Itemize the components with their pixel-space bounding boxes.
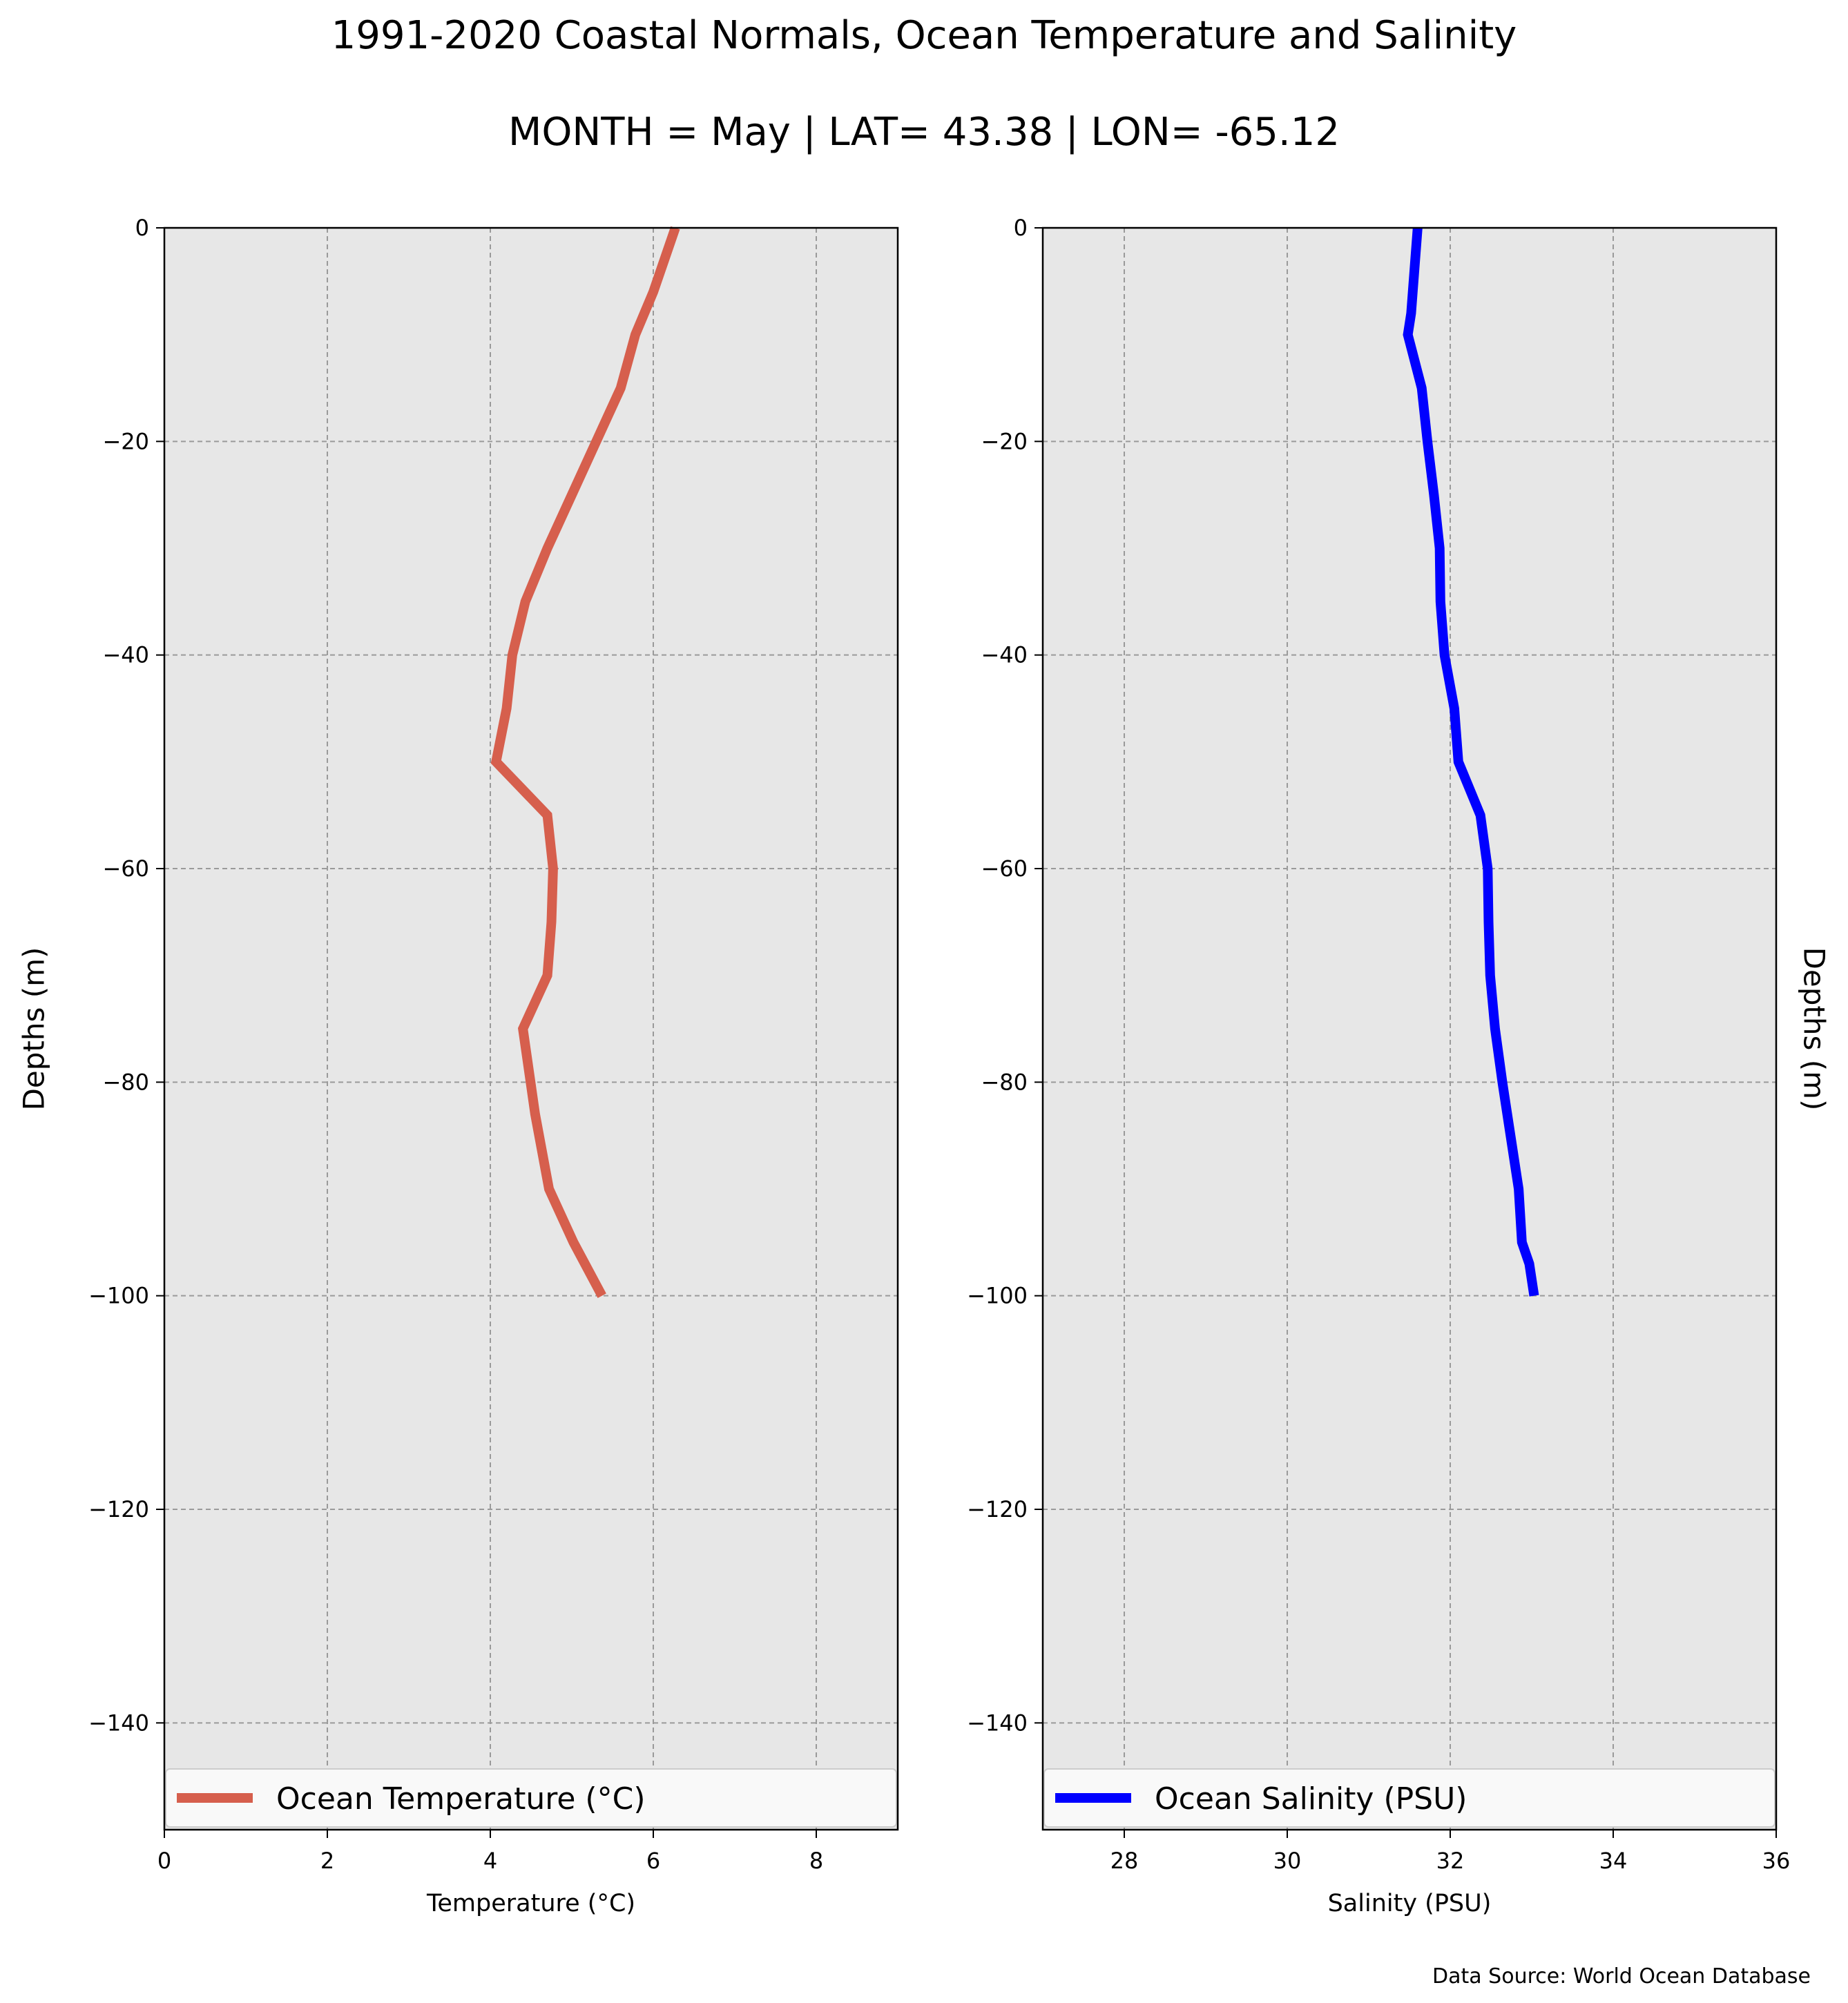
source-note: Data Source: World Ocean Database [1432,1964,1811,1989]
y-axis-label: Depths (m) [1798,947,1831,1111]
y-tick-label: −20 [102,428,149,454]
y-tick-label: 0 [135,215,149,241]
y-tick-label: −140 [88,1710,149,1736]
x-tick-label: 30 [1273,1848,1302,1874]
y-tick-label: −120 [88,1496,149,1522]
y-tick-label: −120 [967,1496,1028,1522]
legend-box [165,1768,897,1828]
x-tick-label: 36 [1762,1848,1791,1874]
x-tick-label: 28 [1110,1848,1139,1874]
axes-frame [163,226,899,1831]
x-axis-label: Salinity (PSU) [1328,1890,1492,1917]
x-tick-label: 8 [809,1848,823,1874]
y-tick-label: −40 [981,642,1028,668]
y-tick-label: −20 [981,428,1028,454]
y-tick-label: −100 [967,1283,1028,1309]
legend-box [1043,1768,1775,1828]
y-tick-label: −100 [88,1283,149,1309]
y-tick-label: −60 [102,855,149,882]
x-tick-label: 0 [157,1848,171,1874]
legend-label: Ocean Temperature (°C) [276,1781,646,1817]
x-tick-label: 34 [1599,1848,1628,1874]
x-axis-label: Temperature (°C) [426,1890,635,1917]
y-tick-label: −80 [981,1069,1028,1095]
plot-background [164,228,898,1830]
chart-title: 1991-2020 Coastal Normals, Ocean Tempera… [331,13,1517,58]
axes-frame [1041,226,1778,1831]
y-tick-label: −140 [967,1710,1028,1736]
panel-1: 0 −20 −40 −60 −80 −100 −120 −140 0 2 4 6 8 Ocean Temp… [17,215,899,1917]
x-tick-label: 32 [1436,1848,1465,1874]
y-tick-label: −60 [981,855,1028,882]
x-tick-label: 4 [483,1848,497,1874]
x-tick-label: 2 [320,1848,334,1874]
chart-subtitle: MONTH = May | LAT= 43.38 | LON= -65.12 [508,110,1340,155]
x-tick-label: 6 [646,1848,660,1874]
y-tick-label: 0 [1014,215,1028,241]
series-line [490,226,680,1298]
series-line [1403,227,1539,1297]
y-tick-label: −40 [102,642,149,668]
legend-label: Ocean Salinity (PSU) [1155,1781,1467,1817]
y-tick-label: −80 [102,1069,149,1095]
panel-2: 0 −20 −40 −60 −80 −100 −120 −140 28 30 32 34 36 Ocean… [967,215,1831,1917]
plot-background [1043,228,1776,1830]
y-axis-label: Depths (m) [17,947,51,1111]
